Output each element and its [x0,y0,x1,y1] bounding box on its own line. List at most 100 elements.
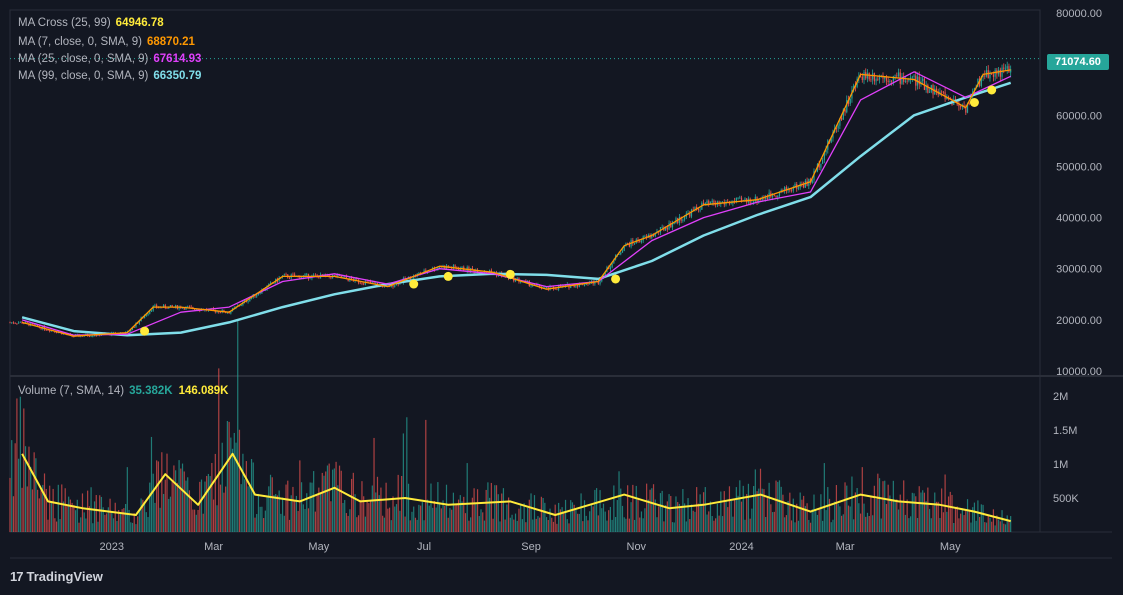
volume-bar [256,514,258,532]
volume-bar [861,467,863,532]
volume-bar [104,514,106,532]
volume-bar [561,507,563,532]
candle-body [859,76,862,78]
indicator-value: 146.089K [178,385,229,397]
volume-bar [599,490,601,532]
volume-bar [891,499,893,532]
volume-bar [889,495,891,532]
indicator-ma25[interactable]: MA (25, close, 0, SMA, 9) 67614.93 [18,53,207,65]
tradingview-logo[interactable]: 17 TradingView [10,569,103,584]
candle-body [690,209,693,217]
candle-body [891,80,893,82]
time-tick-label: Mar [204,541,223,553]
volume-bar [194,509,196,532]
candle-body [9,322,11,324]
volume-bar [152,473,154,532]
volume-bar [223,492,225,532]
candle-body [35,324,37,326]
volume-bar [818,508,820,532]
candle-body [366,281,368,283]
volume-bar [701,503,703,532]
volume-bar [413,506,415,532]
candle-body [551,286,553,288]
volume-bar [559,509,561,532]
volume-bar [639,517,641,532]
candle-body [471,268,473,270]
volume-bar [11,440,13,532]
volume-bar [250,459,253,532]
volume-bar [790,520,793,532]
volume-bar [715,518,717,532]
volume-bar [868,516,870,532]
volume-bar [854,492,856,532]
volume-bar [280,513,282,532]
candle-body [835,128,838,129]
volume-bar [713,520,715,532]
volume-bar [759,468,762,532]
indicator-lines [21,69,1012,523]
indicator-ma-cross[interactable]: MA Cross (25, 99) 64946.78 [18,17,170,29]
volume-bar [140,498,142,532]
volume-bar [21,487,23,532]
volume-bar [38,498,40,532]
volume-bar [834,501,836,532]
volume-bar [606,520,608,532]
candle-body [26,322,28,323]
volume-bar [618,471,620,532]
volume-bar [1003,523,1005,532]
candle-body [739,197,741,199]
candle-body [866,73,869,79]
volume-bar [349,509,351,532]
candle-body [40,327,42,330]
candle-body [49,330,51,332]
volume-bar [956,506,958,532]
volume-tick-label: 2M [1053,391,1068,403]
volume-bar [181,463,184,532]
volume-bar [930,518,932,532]
candle-body [145,314,147,316]
candle-body [228,312,230,314]
volume-bar [73,505,75,532]
indicator-ma7[interactable]: MA (7, close, 0, SMA, 9) 68870.21 [18,36,201,48]
volume-bar [231,448,234,532]
volume-bar [727,507,729,532]
volume-bar [706,514,708,532]
volume-bar [294,500,296,532]
volume-bar [652,484,655,532]
candle-body [599,281,601,284]
candle-body [911,76,913,78]
indicator-ma99[interactable]: MA (99, close, 0, SMA, 9) 66350.79 [18,70,207,82]
candle-body [283,274,285,276]
candle-body [941,91,943,93]
candle-body [233,307,235,309]
candle-body [825,149,827,153]
volume-bar [1006,515,1008,532]
candle-body [901,76,903,84]
volume-bar [482,512,484,532]
candle-body [697,208,699,211]
candle-body [673,223,675,225]
volume-bar [663,521,665,532]
volume-bar [646,483,648,532]
volume-bar [609,506,612,532]
candle-body [413,275,415,279]
indicator-volume[interactable]: Volume (7, SMA, 14) 35.382K 146.089K [18,385,234,397]
indicator-label: MA (25, close, 0, SMA, 9) [18,53,149,65]
candle-body [166,308,168,309]
volume-bar [392,496,394,532]
volume-bar [785,515,787,532]
candle-body [11,322,13,324]
candle-body [991,73,993,75]
indicator-value: 66350.79 [153,70,202,82]
volume-bar [9,477,11,532]
candle-body [452,265,455,269]
tv-logo-icon: 17 [10,569,24,584]
volume-bar [568,523,570,532]
candle-body [1001,67,1003,77]
candle-body [784,187,786,191]
volume-bar [157,461,159,532]
volume-bar [633,519,636,532]
volume-bar [411,511,413,532]
candle-body [647,234,649,238]
